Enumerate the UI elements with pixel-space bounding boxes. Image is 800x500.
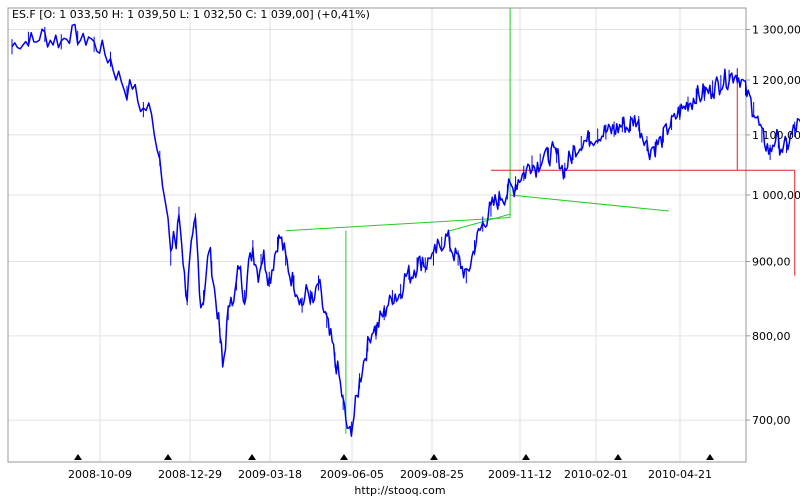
x-tick-label: 2009-11-12 xyxy=(488,468,552,481)
y-tick-label: 900,00 xyxy=(752,255,791,268)
x-axis: 2008-10-09 2008-12-29 2009-03-18 2009-06-05… xyxy=(68,454,714,481)
y-tick-label: 1 300,00 xyxy=(752,23,800,36)
y-tick-label: 700,00 xyxy=(752,414,791,427)
trendline xyxy=(285,217,511,232)
y-tick-label: 1 200,00 xyxy=(752,74,800,87)
x-tick-label: 2008-10-09 xyxy=(68,468,132,481)
x-tick-label: 2008-12-29 xyxy=(158,468,222,481)
trendline xyxy=(510,194,669,212)
x-marker-triangle xyxy=(340,454,348,460)
x-marker-triangle xyxy=(248,454,256,460)
source-link[interactable]: http://stooq.com xyxy=(354,484,445,497)
x-tick-label: 2010-04-21 xyxy=(648,468,712,481)
series-layer xyxy=(11,23,800,437)
price-series-line xyxy=(11,23,800,437)
trendline xyxy=(449,213,511,232)
y-axis: 700,00 800,00 900,00 1 000,00 1 100,00 1 200,… xyxy=(746,23,800,427)
x-marker-triangle xyxy=(74,454,82,460)
x-tick-label: 2010-02-01 xyxy=(564,468,628,481)
x-marker-triangle xyxy=(430,454,438,460)
chart-title: ES.F [O: 1 033,50 H: 1 039,50 L: 1 032,5… xyxy=(12,8,370,21)
x-tick-label: 2009-08-25 xyxy=(400,468,464,481)
x-marker-triangle xyxy=(706,454,714,460)
plot-frame xyxy=(7,7,747,463)
x-tick-label: 2009-06-05 xyxy=(320,468,384,481)
annotations xyxy=(285,8,796,434)
x-marker-triangle xyxy=(164,454,172,460)
grid xyxy=(8,8,746,462)
y-tick-label: 1 000,00 xyxy=(752,189,800,202)
x-tick-label: 2009-03-18 xyxy=(238,468,302,481)
y-tick-label: 800,00 xyxy=(752,330,791,343)
x-marker-triangle xyxy=(614,454,622,460)
x-marker-triangle xyxy=(522,454,530,460)
y-tick-label: 1 100,00 xyxy=(752,129,800,142)
